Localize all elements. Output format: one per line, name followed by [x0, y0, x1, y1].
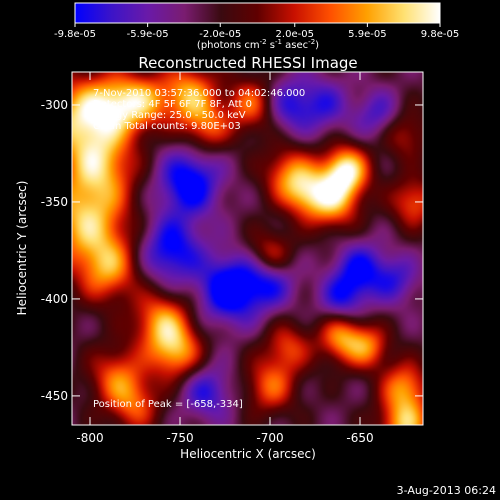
- y-tick-label: -400: [41, 292, 68, 306]
- colorbar-tick-label: 9.8e-05: [421, 29, 459, 40]
- chart-title: Reconstructed RHESSI Image: [138, 54, 357, 72]
- colorbar-tick-label: -9.8e-05: [54, 29, 96, 40]
- annotation-line: 7-Nov-2010 03:57:36.000 to 04:02:46.000: [93, 88, 305, 99]
- x-tick-label: -750: [166, 431, 193, 445]
- y-axis-ticks: -300 -350 -400 -450: [41, 98, 423, 403]
- colorbar: [74, 2, 441, 24]
- colorbar-tick-label: -5.9e-05: [127, 29, 169, 40]
- colorbar-tick-label: 2.0e-05: [276, 29, 314, 40]
- heatmap-image: [72, 72, 423, 425]
- colorbar-tick-label: 5.9e-05: [348, 29, 386, 40]
- colorbar-tick-label: -2.0e-05: [199, 29, 241, 40]
- plot-frame: [71, 71, 424, 426]
- annotation-line: Energy Range: 25.0 - 50.0 keV: [93, 110, 246, 121]
- info-annotations: 7-Nov-2010 03:57:36.000 to 04:02:46.000D…: [93, 88, 305, 132]
- x-tick-label: -650: [346, 431, 373, 445]
- annotation-line: Clean Total counts: 9.80E+03: [93, 121, 241, 132]
- colorbar-label: (photons cm-2 s-1 asec-2): [197, 38, 319, 51]
- footer-timestamp: 3-Aug-2013 06:24: [397, 484, 496, 497]
- y-axis-label: Heliocentric Y (arcsec): [15, 181, 29, 316]
- x-tick-label: -800: [76, 431, 103, 445]
- x-axis-label: Heliocentric X (arcsec): [180, 447, 316, 461]
- y-tick-label: -350: [41, 195, 68, 209]
- y-tick-label: -300: [41, 98, 68, 112]
- x-axis-ticks: -800 -750 -700 -650: [76, 72, 374, 445]
- x-tick-label: -700: [256, 431, 283, 445]
- peak-position-label: Position of Peak = [-658,-334]: [93, 399, 243, 410]
- y-tick-label: -450: [41, 389, 68, 403]
- colorbar-ticks: -9.8e-05 -5.9e-05 -2.0e-05 2.0e-05 5.9e-05 9.…: [54, 23, 459, 40]
- annotation-line: Detectors: 4F 5F 6F 7F 8F, Att 0: [93, 99, 252, 110]
